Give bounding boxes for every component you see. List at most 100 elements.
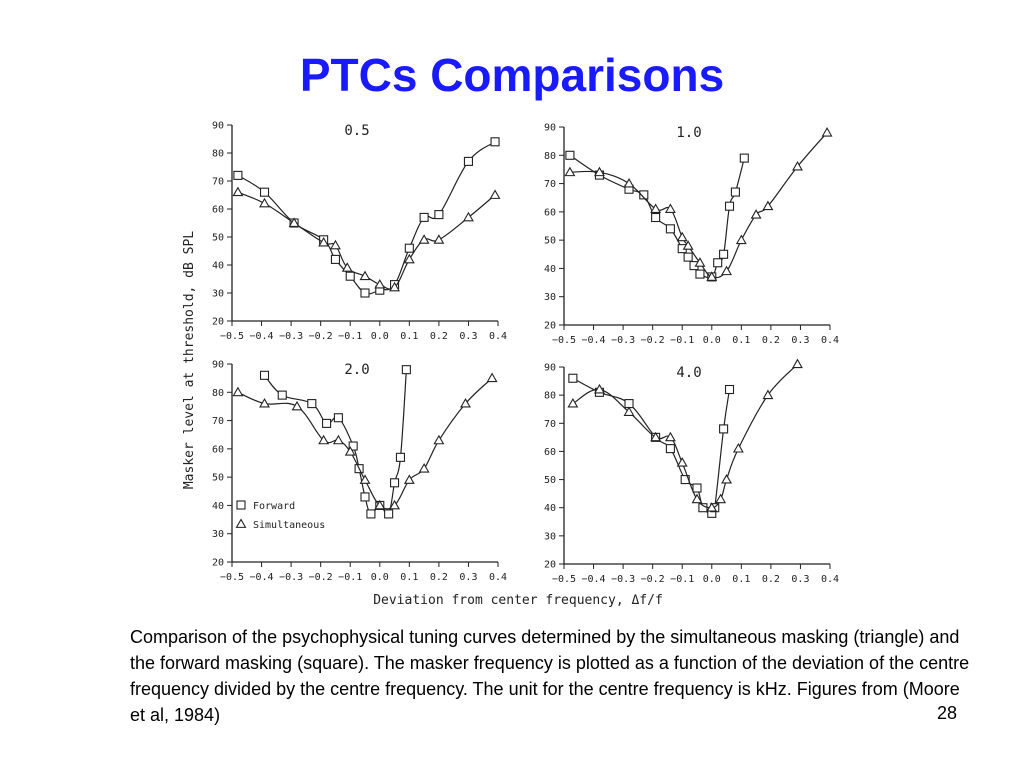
panel-2-forward-point — [724, 201, 735, 211]
panel-4-simultaneous-point — [567, 397, 579, 408]
panel-4-x-tick-label: −0.5 — [552, 574, 576, 585]
panel-1-forward-point — [434, 210, 444, 220]
panel-1-forward-curve — [237, 141, 496, 295]
panel-3-simultaneous-point — [374, 499, 386, 510]
panel-3-simultaneous-point — [291, 400, 303, 411]
panel-4-simultaneous-point — [623, 406, 635, 416]
panel-1-simultaneous-point — [341, 262, 353, 272]
panel-1-simultaneous-point — [462, 211, 474, 222]
panel-4-x-tick-label: −0.1 — [670, 574, 694, 585]
panel-2-y-tick-label: 90 — [544, 123, 556, 134]
panel-2-forward-point — [565, 150, 575, 160]
panel-2-simultaneous-point — [721, 265, 733, 276]
panel-1-forward-point — [233, 170, 243, 180]
panel-2-simultaneous-point — [650, 203, 662, 213]
panel-3-forward-point — [390, 478, 400, 488]
panel-1-simultaneous-point — [359, 270, 371, 281]
panel-1-y-tick-label: 70 — [212, 177, 224, 188]
panel-4-x-tick-label: −0.4 — [582, 574, 606, 585]
panel-4-simultaneous-point — [762, 389, 774, 400]
panel-3-x-tick-label: 0.3 — [459, 572, 477, 583]
panel-1-y-tick-label: 50 — [212, 233, 224, 244]
panel-4-x-tick-label: 0.1 — [732, 574, 750, 585]
slide-title: PTCs Comparisons — [299, 49, 725, 101]
panel-2-simultaneous-point — [664, 203, 676, 213]
panel-2-y-tick-label: 80 — [544, 151, 556, 162]
panel-3-simultaneous-point — [259, 397, 270, 408]
panel-2-y-tick-label: 40 — [544, 264, 556, 275]
panel-1-simultaneous-point — [403, 253, 415, 264]
panel-3-simultaneous-point — [418, 463, 430, 473]
panel-2-y-tick-label: 50 — [544, 236, 556, 247]
panel-3-y-tick-label: 50 — [212, 473, 224, 484]
panel-3-forward-point — [360, 492, 370, 502]
panel-2-y-tick-label: 20 — [544, 321, 556, 332]
panel-3-forward-point — [333, 413, 343, 423]
panel-4-y-tick-label: 50 — [544, 475, 556, 486]
panel-4-simultaneous-point — [715, 493, 727, 504]
panel-1-forward-point — [330, 254, 340, 264]
panel-2-x-tick-label: 0.2 — [762, 335, 780, 346]
panel-3-simultaneous-point — [359, 474, 371, 484]
panel-1-title: 0.5 — [344, 123, 369, 139]
panel-1-x-tick-label: 0.0 — [371, 331, 389, 342]
panel-4-simultaneous-point — [664, 431, 676, 442]
legend-forward-marker — [236, 500, 246, 510]
panel-4-x-tick-label: 0.2 — [762, 574, 780, 585]
panel-4-y-tick-label: 60 — [544, 447, 556, 458]
panel-1-forward-point — [463, 156, 473, 166]
ptc-figure-svg: 20 30 40 50 60 70 80 90 −0.5 −0.4 −0.3 −0.2 −0.1 0.0 0… — [182, 121, 839, 609]
panel-2-x-tick-label: 0.3 — [791, 335, 809, 346]
panel-1-y-tick-label: 60 — [212, 205, 224, 216]
panel-3-x-tick-label: 0.2 — [430, 572, 448, 583]
panel-1-simultaneous-point — [389, 281, 401, 292]
panel-1-x-tick-label: −0.2 — [309, 331, 333, 342]
panel-2-simultaneous-point — [676, 231, 688, 242]
figure-caption: Comparison of the psychophysical tuning … — [130, 627, 970, 725]
panel-3-y-tick-label: 80 — [212, 388, 224, 399]
panel-3-y-tick-label: 30 — [212, 529, 224, 540]
panel-3-y-tick-label: 40 — [212, 501, 224, 512]
panel-2-simultaneous-curve — [569, 132, 828, 279]
panel-4-simultaneous-point — [676, 457, 688, 467]
panel-1-x-tick-label: −0.5 — [220, 331, 244, 342]
panel-2-y-tick-label: 70 — [544, 179, 556, 190]
panel-2-title: 1.0 — [676, 125, 701, 141]
panel-1-simultaneous-point — [288, 217, 300, 227]
panel-1-simultaneous-point — [489, 189, 501, 199]
panel-4-y-tick-label: 40 — [544, 503, 556, 514]
panel-1-simultaneous-point — [418, 234, 430, 244]
panel-4-x-tick-label: −0.2 — [641, 574, 665, 585]
panel-3-simultaneous-point — [332, 434, 344, 445]
panel-4-simultaneous-point — [732, 443, 744, 453]
panel-1-y-tick-label: 40 — [212, 261, 224, 272]
panel-4-title: 4.0 — [676, 365, 701, 381]
panel-3-x-tick-label: 0.1 — [400, 572, 418, 583]
panel-2-y-tick-label: 30 — [544, 292, 556, 303]
panel-3-title: 2.0 — [344, 362, 369, 378]
panel-3-forward-point — [366, 509, 376, 519]
y-axis-label: Masker level at threshold, dB SPL — [182, 231, 197, 489]
panel-2-forward-point — [651, 212, 661, 223]
panel-1-forward-point — [360, 288, 370, 298]
panel-1-simultaneous-point — [318, 236, 330, 247]
panel-2-x-tick-label: 0.0 — [703, 335, 721, 346]
panel-2-simultaneous-point — [694, 257, 706, 267]
panel-3-x-tick-label: −0.1 — [338, 572, 362, 583]
panel-3-x-tick-label: 0.0 — [371, 572, 389, 583]
panel-4-simultaneous-point — [706, 502, 718, 512]
panel-4-y-tick-label: 30 — [544, 531, 556, 542]
panel-4-forward-point — [624, 399, 634, 409]
panel-2-x-tick-label: 0.1 — [732, 335, 750, 346]
panel-3-forward-point — [401, 365, 411, 375]
panel-2-x-tick-label: −0.1 — [670, 335, 694, 346]
panel-2-forward-point — [719, 249, 729, 259]
panel-2-x-tick-label: −0.4 — [582, 335, 606, 346]
panel-1-simultaneous-point — [232, 186, 244, 197]
panel-3-x-tick-label: −0.4 — [250, 572, 274, 583]
panel-3-x-tick-label: 0.4 — [489, 572, 507, 583]
panel-1-x-tick-label: 0.3 — [459, 331, 477, 342]
panel-4-y-tick-label: 70 — [544, 419, 556, 430]
panel-3-x-tick-label: −0.2 — [309, 572, 333, 583]
panel-1-y-tick-label: 20 — [212, 317, 224, 328]
